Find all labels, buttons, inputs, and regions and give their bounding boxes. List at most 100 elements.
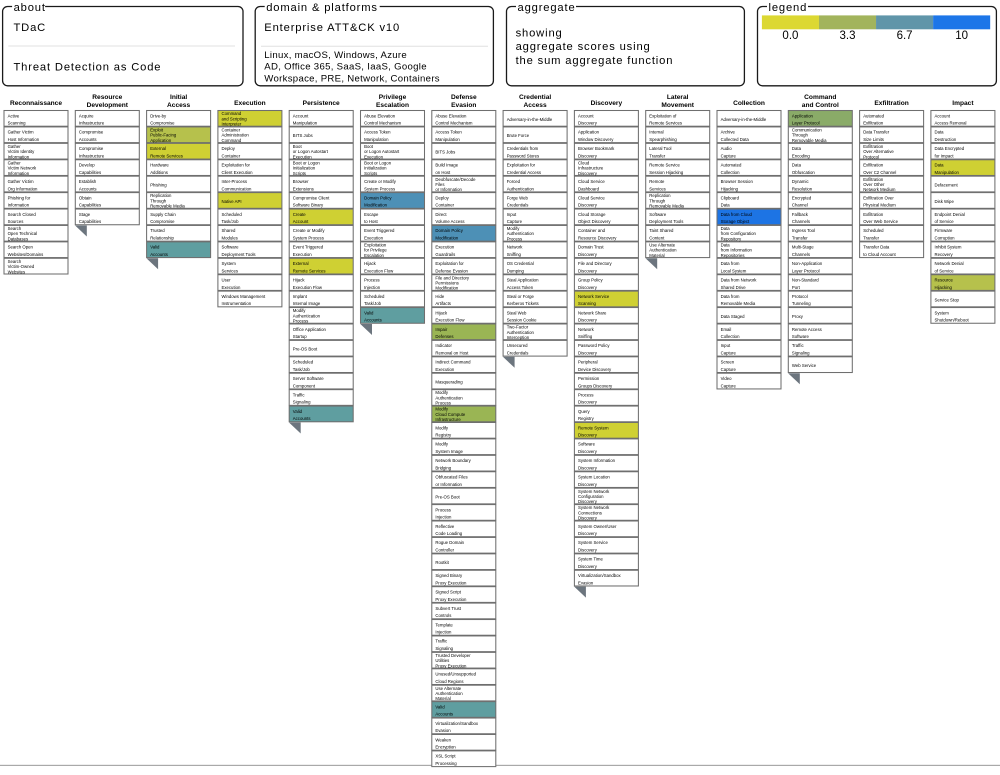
svg-text:Control Mechanism: Control Mechanism [364, 121, 401, 126]
svg-text:about: about [14, 2, 46, 14]
svg-text:Privilege: Privilege [379, 94, 407, 101]
svg-text:Discovery: Discovery [578, 153, 598, 158]
svg-text:Spearphishing: Spearphishing [649, 137, 677, 142]
svg-text:Proxy: Proxy [792, 314, 804, 319]
svg-text:System Process: System Process [364, 186, 395, 191]
svg-text:Remote Service: Remote Service [649, 163, 680, 168]
svg-text:Victim Identity: Victim Identity [8, 149, 36, 154]
svg-text:Software: Software [649, 212, 667, 217]
svg-text:Dumping: Dumping [507, 268, 525, 273]
svg-text:Email: Email [721, 327, 732, 332]
svg-text:Exfiltration: Exfiltration [863, 121, 884, 126]
svg-text:Masquerading: Masquerading [435, 379, 463, 384]
svg-text:Lateral Tool: Lateral Tool [649, 146, 671, 151]
svg-text:System Network: System Network [578, 505, 610, 510]
svg-text:Execution: Execution [364, 154, 383, 159]
svg-text:Gather Victim: Gather Victim [8, 130, 34, 135]
svg-text:Code Loading: Code Loading [435, 531, 462, 536]
svg-text:Injection: Injection [435, 630, 452, 635]
svg-text:Steal Web: Steal Web [507, 310, 527, 315]
svg-text:Escalation: Escalation [364, 253, 384, 258]
svg-text:Authentication: Authentication [507, 330, 535, 335]
svg-text:Container: Container [222, 153, 241, 158]
svg-text:Windows Management: Windows Management [222, 294, 267, 299]
svg-text:Size Limits: Size Limits [863, 137, 884, 142]
svg-text:Process: Process [578, 392, 594, 397]
svg-text:Exploitation for: Exploitation for [222, 163, 251, 168]
svg-text:Extensions: Extensions [293, 186, 314, 191]
svg-text:Task/Job: Task/Job [364, 301, 382, 306]
svg-text:System: System [935, 310, 950, 315]
svg-text:Workspace, PRE, Network, Conta: Workspace, PRE, Network, Containers [264, 73, 440, 84]
svg-text:Capabilities: Capabilities [79, 219, 101, 224]
svg-text:Remote: Remote [649, 179, 665, 184]
svg-text:OS Credential: OS Credential [507, 261, 534, 266]
svg-text:BITS Jobs: BITS Jobs [293, 133, 313, 138]
svg-text:Automated: Automated [721, 163, 742, 168]
svg-text:Search Open: Search Open [8, 245, 34, 250]
svg-text:Discovery: Discovery [578, 252, 598, 257]
svg-text:10: 10 [955, 30, 968, 42]
svg-text:Data: Data [792, 163, 802, 168]
svg-text:Initial: Initial [170, 94, 187, 101]
svg-text:showing: showing [516, 28, 563, 40]
svg-text:Build Image: Build Image [435, 163, 458, 168]
svg-text:Hijacking: Hijacking [721, 186, 739, 191]
svg-text:Escape: Escape [364, 212, 379, 217]
svg-text:Exploitation for: Exploitation for [507, 163, 536, 168]
svg-text:Input: Input [507, 212, 517, 217]
svg-text:Software Binary: Software Binary [293, 203, 324, 208]
svg-text:Scheduled: Scheduled [293, 360, 314, 365]
svg-text:Discovery: Discovery [578, 548, 598, 553]
svg-text:Destruction: Destruction [935, 137, 957, 142]
svg-text:or Logon Autostart: or Logon Autostart [364, 149, 400, 154]
svg-text:Taint Shared: Taint Shared [649, 228, 674, 233]
svg-text:Abuse Elevation: Abuse Elevation [364, 113, 396, 118]
svg-text:or Logon Autostart: or Logon Autostart [293, 149, 329, 154]
svg-text:Modify: Modify [435, 425, 449, 430]
svg-text:Kerberos Tickets: Kerberos Tickets [507, 301, 539, 306]
svg-text:Input: Input [721, 343, 731, 348]
svg-text:Remote System: Remote System [578, 425, 609, 430]
svg-text:Manipulation: Manipulation [293, 121, 318, 126]
svg-text:Controller: Controller [435, 548, 454, 553]
svg-text:Configuration: Configuration [578, 494, 604, 499]
svg-text:Discovery: Discovery [578, 516, 598, 521]
svg-text:Public-Facing: Public-Facing [150, 133, 177, 138]
svg-text:Application: Application [578, 130, 600, 135]
svg-text:Sniffing: Sniffing [578, 334, 593, 339]
svg-text:Signaling: Signaling [792, 350, 810, 355]
svg-text:Execution: Execution [293, 252, 312, 257]
svg-text:Scheduled: Scheduled [364, 294, 385, 299]
svg-text:6.7: 6.7 [897, 30, 913, 42]
svg-text:AD, Office 365, SaaS, IaaS, Go: AD, Office 365, SaaS, IaaS, Google [264, 62, 427, 73]
svg-text:Accounts: Accounts [79, 186, 97, 191]
svg-text:Server Software: Server Software [293, 376, 324, 381]
svg-text:Office Application: Office Application [293, 327, 327, 332]
svg-text:Transfer: Transfer [649, 153, 665, 158]
svg-text:Data: Data [721, 226, 731, 231]
svg-text:Execution: Execution [293, 154, 312, 159]
svg-text:on Host: on Host [435, 170, 451, 175]
svg-text:Channels: Channels [792, 252, 810, 257]
svg-text:Manipulation: Manipulation [935, 170, 960, 175]
svg-text:Exfiltration: Exfiltration [863, 163, 884, 168]
svg-text:Reconnaissance: Reconnaissance [10, 100, 62, 107]
svg-text:Linux, macOS, Windows, Azure: Linux, macOS, Windows, Azure [264, 50, 407, 61]
svg-text:Administration: Administration [222, 133, 250, 138]
svg-text:Establish: Establish [79, 179, 97, 184]
svg-text:Peripheral: Peripheral [578, 360, 598, 365]
svg-text:Software: Software [222, 245, 240, 250]
svg-text:Browser Session: Browser Session [721, 179, 754, 184]
svg-text:Collection: Collection [721, 334, 740, 339]
svg-text:Process: Process [435, 507, 451, 512]
svg-text:Signaling: Signaling [435, 646, 453, 651]
svg-text:Accounts: Accounts [79, 137, 97, 142]
svg-text:Resource: Resource [935, 278, 954, 283]
svg-text:Compromise Client: Compromise Client [293, 195, 330, 200]
svg-text:Software: Software [792, 334, 810, 339]
svg-text:Execution: Execution [222, 285, 241, 290]
svg-text:Phishing for: Phishing for [8, 195, 31, 200]
svg-text:Deploy: Deploy [222, 146, 236, 151]
svg-text:Data Encrypted: Data Encrypted [935, 146, 965, 151]
